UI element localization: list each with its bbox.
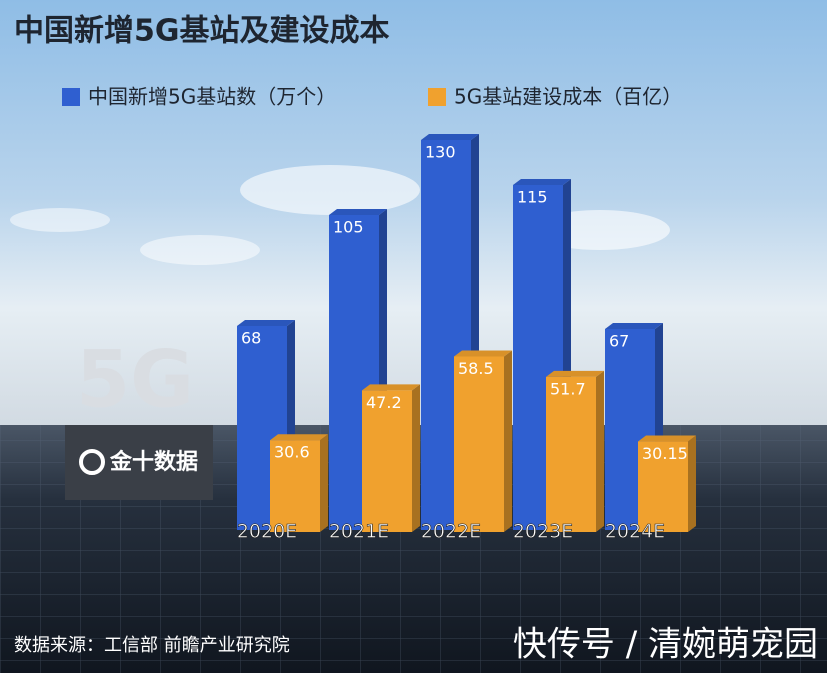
value-label: 68 [241, 329, 261, 348]
x-tick-label: 2020E [237, 521, 297, 543]
bar [638, 441, 688, 532]
bar-side [412, 384, 420, 532]
cloud [10, 208, 110, 232]
brand-badge: 5G [76, 335, 194, 425]
source: 数据来源：工信部 前瞻产业研究院 [14, 635, 290, 656]
x-tick-label: 2024E [605, 521, 665, 543]
value-label: 67 [609, 332, 629, 351]
bar-top [270, 434, 328, 441]
value-label: 30.6 [274, 443, 310, 462]
brand-name: 金十数据 [109, 449, 198, 475]
bar [270, 440, 320, 532]
bar-side [688, 435, 696, 532]
bar-top [362, 384, 420, 391]
x-tick-label: 2021E [329, 521, 389, 543]
bar-top [454, 350, 512, 357]
bar [546, 376, 596, 532]
bar-top [605, 323, 663, 329]
x-tick-label: 2023E [513, 521, 573, 543]
value-label: 115 [517, 188, 548, 207]
bar-top [237, 320, 295, 326]
value-label: 130 [425, 143, 456, 162]
bar-top [329, 209, 387, 215]
legend-swatch [428, 88, 446, 106]
brand-box [65, 425, 213, 500]
bar-top [421, 134, 479, 140]
value-label: 51.7 [550, 379, 586, 398]
value-label: 47.2 [366, 393, 402, 412]
cloud [140, 235, 260, 265]
legend-label: 中国新增5G基站数（万个） [88, 85, 336, 109]
value-label: 30.15 [642, 444, 688, 463]
value-label: 58.5 [458, 359, 494, 378]
chart-title: 中国新增5G基站及建设成本 [14, 14, 390, 49]
x-tick-label: 2022E [421, 521, 481, 543]
bar-top [513, 179, 571, 185]
brand-icon [79, 449, 105, 475]
bar [454, 356, 504, 532]
value-label: 105 [333, 218, 364, 237]
watermark: 快传号 / 清婉萌宠园 [513, 625, 818, 665]
legend-label: 5G基站建设成本（百亿） [454, 85, 682, 109]
sky [0, 0, 827, 440]
cloud [240, 165, 420, 215]
bar-top [638, 435, 696, 442]
legend-swatch [62, 88, 80, 106]
bar-side [504, 350, 512, 532]
bar-top [546, 370, 604, 377]
bar-side [596, 370, 604, 532]
bar-side [320, 434, 328, 532]
bar [362, 390, 412, 532]
